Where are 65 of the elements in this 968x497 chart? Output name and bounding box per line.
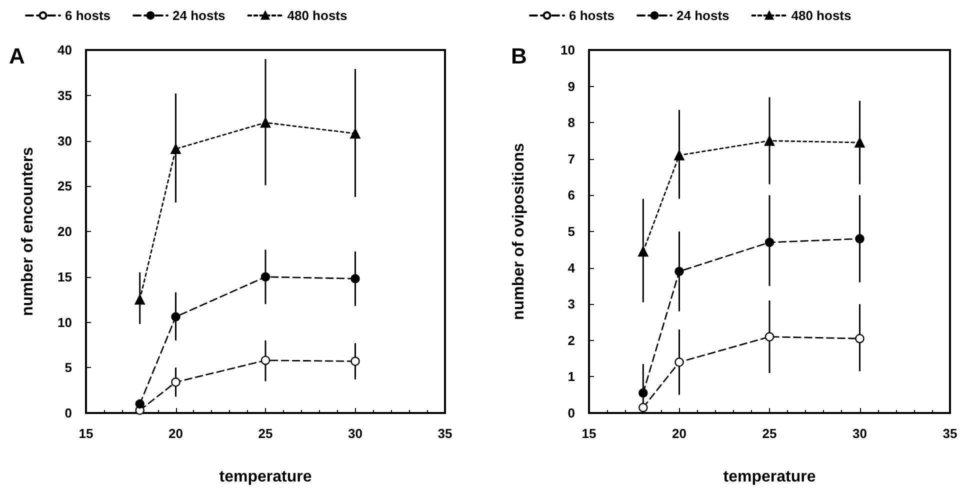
x-axis-title: temperature	[723, 468, 816, 486]
point	[854, 137, 865, 148]
y-tick-label: 1	[568, 369, 575, 384]
y-axis-title: number of encounters	[20, 146, 36, 316]
y-tick-label: 10	[560, 42, 575, 58]
point	[638, 388, 648, 398]
y-tick-label: 15	[58, 269, 72, 284]
point	[764, 332, 774, 342]
y-tick-label: 5	[64, 360, 72, 376]
point	[350, 274, 360, 284]
chart-title: A	[9, 44, 25, 68]
y-tick-label: 40	[58, 42, 72, 58]
point	[260, 356, 270, 365]
y-tick-label: 4	[568, 260, 576, 276]
point	[260, 272, 270, 282]
x-tick-label: 25	[762, 426, 777, 441]
point	[135, 399, 144, 409]
x-tick-label: 30	[852, 426, 867, 441]
point	[855, 334, 864, 344]
x-tick-label: 20	[168, 426, 183, 441]
x-tick-label: 15	[78, 426, 94, 441]
legend-label: 6 hosts	[569, 8, 615, 23]
point	[260, 118, 271, 128]
y-tick-label: 10	[58, 314, 72, 330]
point	[764, 238, 774, 247]
chart-title: B	[511, 44, 527, 68]
point	[674, 266, 684, 276]
point	[674, 358, 684, 367]
y-tick-label: 30	[58, 133, 72, 148]
y-tick-label: 0	[568, 406, 575, 420]
point	[171, 312, 180, 322]
y-tick-label: 5	[568, 224, 575, 239]
point	[674, 150, 684, 160]
x-tick-label: 30	[348, 426, 362, 441]
point	[638, 402, 648, 412]
y-axis-title: number of ovipositions	[510, 142, 528, 320]
y-tick-label: 35	[58, 88, 72, 103]
point	[638, 246, 648, 257]
y-tick-label: 25	[58, 178, 72, 194]
y-tick-label: 8	[568, 115, 575, 130]
point	[350, 128, 360, 139]
y-tick-label: 9	[568, 78, 575, 94]
x-tick-label: 35	[438, 426, 452, 441]
legend-label: 6 hosts	[65, 8, 111, 23]
x-tick-label: 35	[942, 426, 958, 441]
point	[764, 136, 775, 146]
legend-label: 480 hosts	[287, 8, 348, 23]
legend-label: 24 hosts	[172, 8, 226, 23]
y-tick-label: 6	[568, 188, 575, 203]
point	[170, 144, 181, 154]
y-tick-label: 2	[568, 332, 575, 348]
point	[350, 356, 360, 366]
y-tick-label: 0	[64, 406, 72, 420]
y-tick-label: 7	[568, 151, 575, 166]
legend-label: 24 hosts	[676, 8, 730, 23]
y-tick-label: 3	[568, 296, 575, 312]
point	[171, 378, 180, 387]
legend-label: 480 hosts	[791, 8, 852, 23]
point	[134, 294, 145, 305]
x-tick-label: 15	[582, 426, 596, 441]
x-tick-label: 20	[672, 426, 686, 441]
y-tick-label: 20	[58, 224, 72, 239]
x-tick-label: 25	[258, 426, 273, 441]
point	[855, 234, 864, 244]
x-axis-title: temperature	[219, 468, 312, 486]
